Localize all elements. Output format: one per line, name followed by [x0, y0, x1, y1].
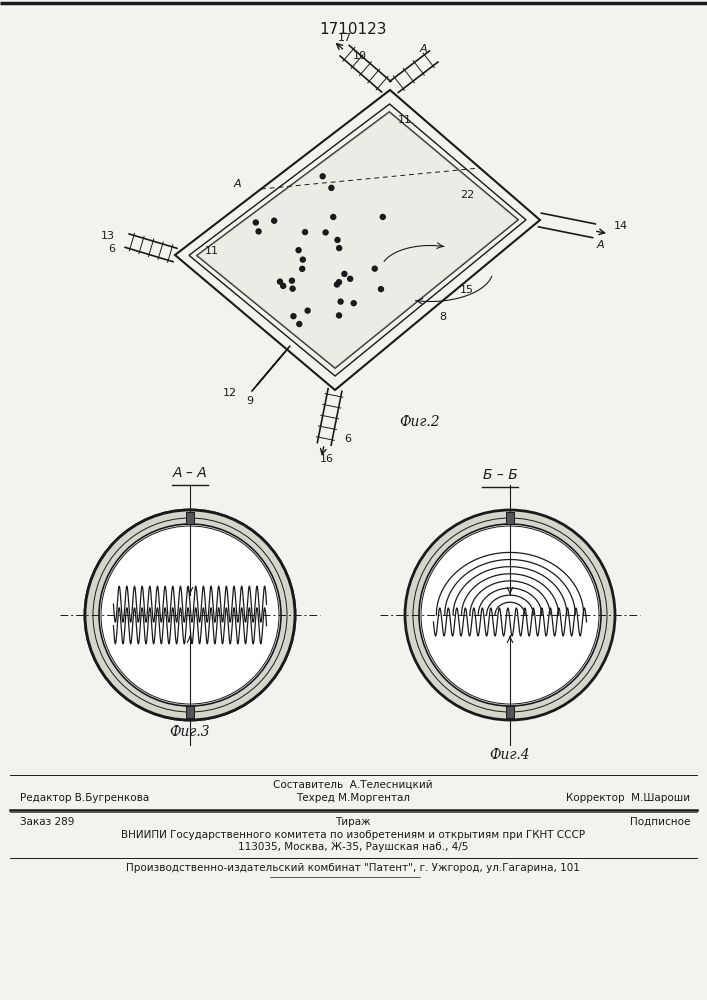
Circle shape — [296, 248, 301, 253]
Circle shape — [99, 524, 281, 706]
Circle shape — [338, 299, 343, 304]
Text: Редактор В.Бугренкова: Редактор В.Бугренкова — [20, 793, 149, 803]
Text: 13: 13 — [101, 231, 115, 241]
Circle shape — [289, 278, 294, 283]
Text: Фиг.4: Фиг.4 — [490, 748, 530, 762]
Circle shape — [380, 214, 385, 219]
Text: Тираж: Тираж — [335, 817, 370, 827]
Text: 15: 15 — [460, 285, 474, 295]
Circle shape — [281, 283, 286, 288]
Text: 113035, Москва, Ж-35, Раушская наб., 4/5: 113035, Москва, Ж-35, Раушская наб., 4/5 — [238, 842, 468, 852]
Polygon shape — [197, 112, 518, 368]
Text: 10: 10 — [353, 51, 367, 61]
Circle shape — [335, 237, 340, 242]
Circle shape — [331, 214, 336, 219]
Circle shape — [419, 524, 601, 706]
Circle shape — [378, 287, 383, 292]
Text: А – А: А – А — [173, 466, 207, 480]
Circle shape — [291, 314, 296, 319]
Text: 9: 9 — [246, 396, 253, 406]
Circle shape — [85, 510, 295, 720]
Text: Подписное: Подписное — [630, 817, 690, 827]
Text: Фиг.3: Фиг.3 — [170, 725, 210, 739]
Text: A: A — [597, 240, 604, 250]
Text: Производственно-издательский комбинат "Патент", г. Ужгород, ул.Гагарина, 101: Производственно-издательский комбинат "П… — [126, 863, 580, 873]
Circle shape — [277, 279, 283, 284]
Text: 6: 6 — [344, 434, 351, 444]
Circle shape — [290, 286, 295, 291]
Bar — [506, 706, 514, 718]
Circle shape — [329, 185, 334, 190]
Text: 22: 22 — [460, 190, 474, 200]
Text: 12: 12 — [223, 388, 237, 398]
Circle shape — [342, 271, 347, 276]
Text: 17: 17 — [339, 33, 353, 43]
Text: A: A — [420, 44, 428, 54]
Circle shape — [372, 266, 378, 271]
Bar — [506, 512, 514, 524]
Text: 8: 8 — [439, 312, 446, 322]
Text: Заказ 289: Заказ 289 — [20, 817, 74, 827]
Circle shape — [348, 276, 353, 281]
Circle shape — [337, 280, 341, 285]
Circle shape — [323, 230, 328, 235]
Text: Корректор  М.Шароши: Корректор М.Шароши — [566, 793, 690, 803]
Circle shape — [253, 220, 258, 225]
Circle shape — [405, 510, 615, 720]
Text: 1710123: 1710123 — [320, 22, 387, 37]
Circle shape — [300, 266, 305, 271]
Text: 6: 6 — [108, 244, 115, 254]
Text: Б – Б: Б – Б — [483, 468, 518, 482]
Circle shape — [303, 230, 308, 235]
Text: 16: 16 — [320, 454, 334, 464]
Circle shape — [337, 246, 341, 251]
Text: A: A — [233, 179, 241, 189]
Circle shape — [351, 301, 356, 306]
Circle shape — [256, 229, 261, 234]
Circle shape — [297, 322, 302, 327]
Circle shape — [337, 313, 341, 318]
Text: ВНИИПИ Государственного комитета по изобретениям и открытиям при ГКНТ СССР: ВНИИПИ Государственного комитета по изоб… — [121, 830, 585, 840]
Circle shape — [101, 526, 279, 704]
Circle shape — [271, 218, 276, 223]
Bar — [186, 512, 194, 524]
Circle shape — [305, 308, 310, 313]
Text: 14: 14 — [614, 221, 628, 231]
Bar — [186, 706, 194, 718]
Circle shape — [320, 174, 325, 179]
Text: Фиг.2: Фиг.2 — [399, 415, 440, 429]
Text: 11: 11 — [205, 246, 219, 256]
Circle shape — [300, 257, 305, 262]
Text: Техред М.Моргентал: Техред М.Моргентал — [296, 793, 410, 803]
Text: Составитель  А.Телесницкий: Составитель А.Телесницкий — [273, 780, 433, 790]
Circle shape — [421, 526, 599, 704]
Text: 11: 11 — [397, 115, 411, 125]
Circle shape — [334, 282, 339, 287]
